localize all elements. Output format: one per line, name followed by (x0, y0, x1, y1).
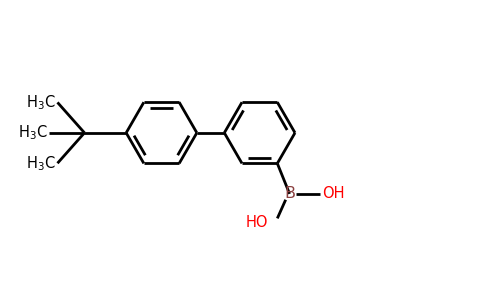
Text: H$_3$C: H$_3$C (17, 124, 47, 142)
Text: H$_3$C: H$_3$C (26, 93, 56, 112)
Text: H$_3$C: H$_3$C (26, 154, 56, 172)
Text: B: B (284, 186, 295, 201)
Text: OH: OH (322, 186, 345, 201)
Text: HO: HO (245, 215, 268, 230)
